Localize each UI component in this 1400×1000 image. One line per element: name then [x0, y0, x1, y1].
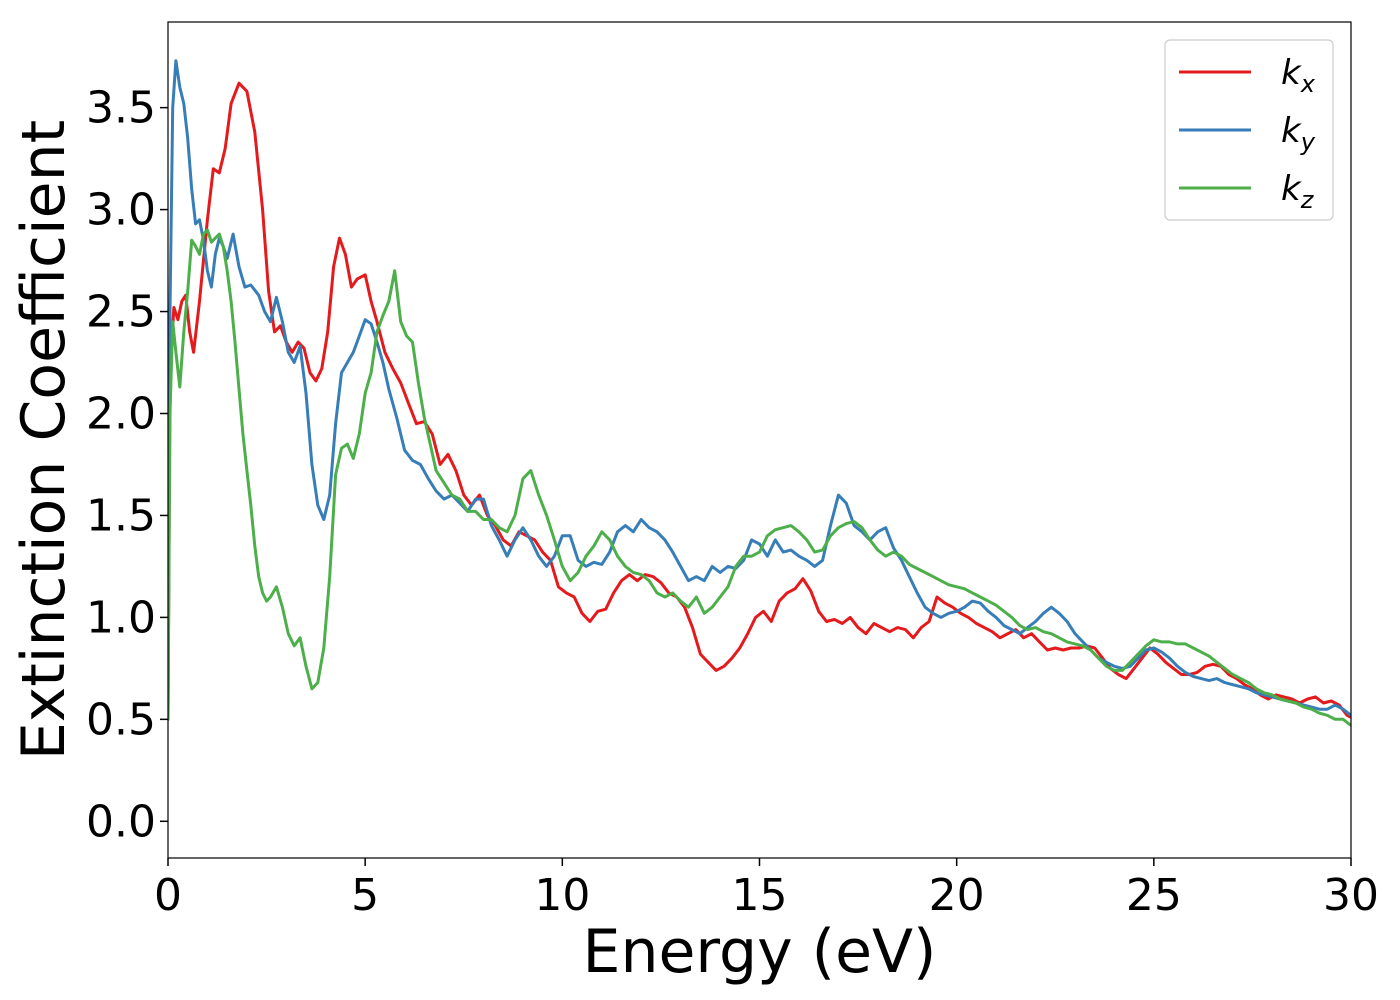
x-axis-ticks: 0 5 10 15 20 25 30 — [154, 858, 1379, 921]
y-tick-label: 2.0 — [86, 388, 156, 439]
x-tick-label: 25 — [1126, 870, 1182, 921]
y-axis-label: Extinction Coefficient — [9, 120, 79, 760]
x-tick-label: 15 — [732, 870, 788, 921]
legend-items: kx ky kz — [1179, 53, 1316, 214]
y-tick-label: 3.5 — [86, 83, 156, 134]
y-tick-label: 0.0 — [86, 796, 156, 847]
series-line-x — [168, 81, 1351, 721]
x-tick-label: 5 — [351, 870, 379, 921]
series-line-z — [168, 228, 1351, 727]
y-tick-label: 3.0 — [86, 185, 156, 236]
legend-label-x: kx — [1281, 53, 1316, 98]
x-tick-label: 30 — [1323, 870, 1379, 921]
x-tick-label: 20 — [929, 870, 985, 921]
plot-frame — [167, 21, 1352, 859]
y-tick-label: 1.0 — [86, 592, 156, 643]
legend-label-y: ky — [1281, 111, 1316, 156]
series-line-y — [168, 59, 1351, 721]
series-layer — [168, 59, 1351, 727]
y-axis-ticks: 0.0 0.5 1.0 1.5 2.0 2.5 3.0 3.5 — [86, 83, 168, 847]
y-tick-label: 0.5 — [86, 694, 156, 745]
x-axis-label: Energy (eV) — [583, 917, 937, 987]
x-tick-label: 0 — [154, 870, 182, 921]
legend: kx ky kz — [1164, 39, 1334, 221]
y-tick-label: 2.5 — [86, 287, 156, 338]
y-tick-label: 1.5 — [86, 490, 156, 541]
legend-label-z: kz — [1281, 169, 1315, 214]
x-tick-label: 10 — [534, 870, 590, 921]
